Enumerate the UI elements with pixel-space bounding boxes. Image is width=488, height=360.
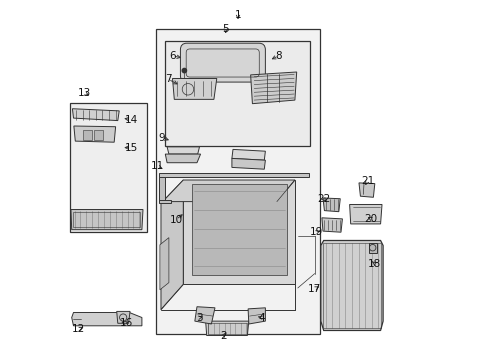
Text: 12: 12 bbox=[72, 324, 85, 334]
Polygon shape bbox=[159, 200, 170, 203]
Polygon shape bbox=[72, 109, 119, 121]
Circle shape bbox=[182, 68, 186, 73]
Bar bbox=[207, 323, 247, 334]
Polygon shape bbox=[250, 72, 296, 104]
Text: 10: 10 bbox=[169, 215, 183, 225]
Text: 16: 16 bbox=[120, 318, 133, 328]
Text: 15: 15 bbox=[124, 143, 138, 153]
Polygon shape bbox=[183, 180, 294, 284]
Text: 1: 1 bbox=[234, 10, 241, 20]
Text: 7: 7 bbox=[164, 74, 171, 84]
Polygon shape bbox=[192, 184, 286, 275]
Polygon shape bbox=[349, 204, 381, 224]
Text: 22: 22 bbox=[316, 194, 330, 204]
Polygon shape bbox=[321, 218, 342, 232]
Text: 4: 4 bbox=[258, 312, 264, 323]
Bar bbox=[164, 41, 310, 146]
Polygon shape bbox=[247, 308, 265, 324]
Text: 14: 14 bbox=[124, 114, 138, 125]
Text: 3: 3 bbox=[196, 312, 203, 323]
Polygon shape bbox=[160, 238, 168, 290]
Text: 19: 19 bbox=[309, 227, 323, 237]
Polygon shape bbox=[368, 243, 376, 253]
Bar bbox=[70, 103, 147, 232]
Polygon shape bbox=[322, 198, 340, 212]
Text: 5: 5 bbox=[222, 24, 228, 34]
Polygon shape bbox=[165, 154, 200, 163]
Text: 20: 20 bbox=[364, 214, 377, 224]
Polygon shape bbox=[172, 78, 216, 99]
Polygon shape bbox=[231, 149, 265, 160]
Polygon shape bbox=[194, 307, 215, 324]
Polygon shape bbox=[167, 147, 199, 154]
Text: 6: 6 bbox=[169, 51, 176, 61]
Text: 13: 13 bbox=[78, 88, 91, 98]
Text: 21: 21 bbox=[360, 176, 373, 186]
Bar bbox=[156, 29, 320, 334]
FancyBboxPatch shape bbox=[180, 43, 265, 82]
Text: 8: 8 bbox=[275, 51, 282, 61]
Polygon shape bbox=[205, 321, 248, 336]
Polygon shape bbox=[231, 158, 265, 169]
Text: 18: 18 bbox=[367, 258, 381, 269]
Polygon shape bbox=[161, 180, 183, 310]
Text: 17: 17 bbox=[307, 284, 321, 294]
Polygon shape bbox=[358, 183, 374, 197]
Polygon shape bbox=[320, 240, 382, 330]
Polygon shape bbox=[159, 173, 309, 177]
Polygon shape bbox=[72, 312, 142, 326]
Polygon shape bbox=[117, 311, 130, 323]
Bar bbox=[322, 243, 380, 328]
Bar bbox=[83, 130, 92, 140]
Polygon shape bbox=[71, 210, 142, 230]
Polygon shape bbox=[159, 177, 165, 201]
Bar bbox=[94, 130, 103, 140]
Polygon shape bbox=[161, 180, 294, 203]
Text: 11: 11 bbox=[150, 161, 163, 171]
Text: 2: 2 bbox=[220, 330, 226, 341]
Polygon shape bbox=[74, 126, 115, 142]
Text: 9: 9 bbox=[158, 132, 164, 143]
